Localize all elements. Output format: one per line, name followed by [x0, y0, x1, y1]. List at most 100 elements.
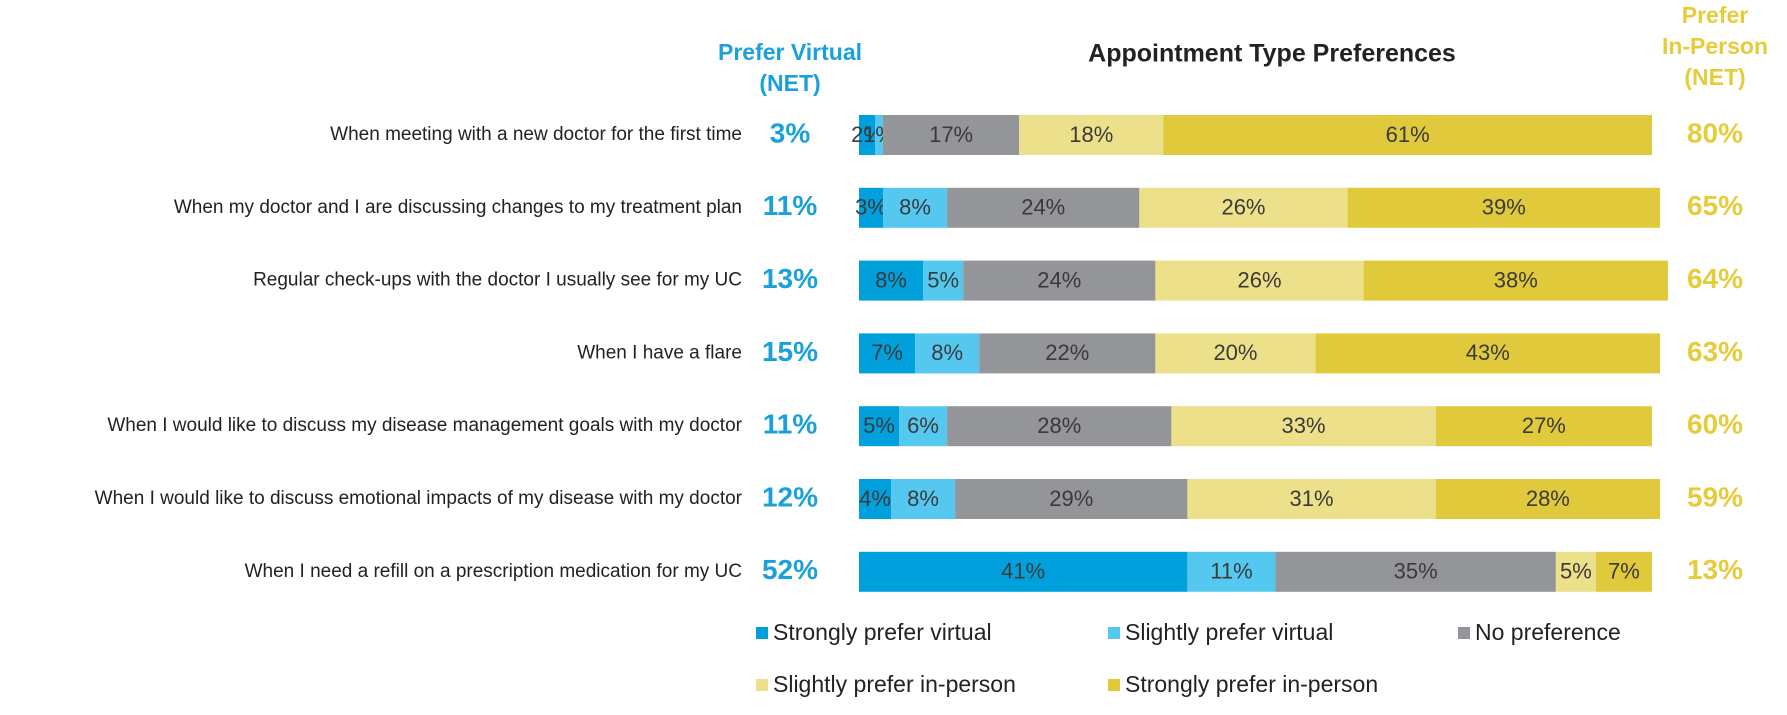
- category-label: When I have a flare: [577, 342, 742, 363]
- virtual-net-header: Prefer Virtual: [718, 39, 862, 65]
- segment-label: 8%: [875, 267, 907, 292]
- bar-segment: [1363, 260, 1669, 301]
- bar-segment: [1555, 551, 1596, 592]
- in-person-net-label: 63%: [1687, 336, 1743, 367]
- bar-segment: [859, 333, 916, 374]
- legend-swatch: [1108, 679, 1120, 691]
- legend-label: Strongly prefer virtual: [773, 619, 992, 645]
- category-label: Regular check-ups with the doctor I usua…: [253, 270, 742, 291]
- segment-label: 20%: [1213, 340, 1257, 365]
- bar-segment: [1435, 406, 1652, 447]
- bar-segment: [1019, 115, 1164, 155]
- bar-segment: [1315, 333, 1660, 374]
- bar-segment: [1275, 551, 1556, 592]
- in-person-net-label: 64%: [1687, 263, 1743, 294]
- segment-label: 18%: [1069, 122, 1113, 147]
- bar-segment: [979, 333, 1156, 374]
- segment-label: 28%: [1037, 413, 1081, 438]
- virtual-net-label: 13%: [762, 263, 818, 294]
- bar-segment: [859, 479, 892, 519]
- in-person-net-label: 65%: [1687, 190, 1743, 221]
- in-person-net-header: (NET): [1684, 64, 1745, 90]
- bar-segment: [1187, 479, 1436, 519]
- segment-label: 11%: [1210, 559, 1252, 584]
- legend-swatch: [756, 679, 768, 691]
- segment-label: 41%: [1001, 559, 1045, 584]
- segment-label: 17%: [929, 122, 973, 147]
- bar-segment: [947, 187, 1140, 228]
- bar-segment: [955, 479, 1188, 519]
- bar-segment: [1347, 187, 1660, 228]
- segment-label: 22%: [1045, 340, 1089, 365]
- segment-label: 8%: [899, 195, 931, 220]
- bar-segment: [899, 406, 948, 447]
- bar-segment: [1171, 406, 1436, 447]
- bar-segment: [1595, 551, 1652, 592]
- segment-label: 24%: [1021, 195, 1065, 220]
- virtual-net-label: 11%: [763, 190, 818, 221]
- segment-label: 5%: [927, 267, 959, 292]
- segment-label: 61%: [1386, 122, 1430, 147]
- segment-label: 5%: [863, 413, 895, 438]
- bar-segment: [1155, 260, 1364, 301]
- category-label: When I would like to discuss my disease …: [107, 415, 742, 436]
- bar-segment: [1163, 115, 1652, 155]
- segment-label: 38%: [1494, 267, 1538, 292]
- segment-label: 24%: [1037, 267, 1081, 292]
- in-person-net-header: In-Person: [1662, 33, 1768, 59]
- segment-label: 28%: [1526, 486, 1570, 511]
- segment-label: 5%: [1560, 559, 1592, 584]
- bar-segment: [883, 115, 1020, 155]
- segment-label: 7%: [1608, 559, 1640, 584]
- segment-label: 43%: [1466, 340, 1510, 365]
- virtual-net-label: 52%: [762, 554, 818, 585]
- virtual-net-header: (NET): [759, 70, 820, 96]
- in-person-net-label: 80%: [1687, 117, 1743, 148]
- virtual-net-label: 15%: [762, 336, 818, 367]
- category-label: When I would like to discuss emotional i…: [95, 488, 743, 509]
- bar-segment: [923, 260, 964, 301]
- bar-segment: [859, 260, 924, 301]
- segment-label: 35%: [1394, 559, 1438, 584]
- segment-label: 26%: [1237, 267, 1281, 292]
- legend-swatch: [756, 627, 768, 639]
- segment-label: 8%: [931, 340, 963, 365]
- category-label: When meeting with a new doctor for the f…: [330, 124, 742, 145]
- bar-segment: [859, 406, 900, 447]
- virtual-net-label: 12%: [762, 481, 818, 512]
- bar-segment: [915, 333, 980, 374]
- legend-label: Slightly prefer in-person: [773, 671, 1016, 697]
- segment-label: 39%: [1482, 195, 1526, 220]
- segment-label: 26%: [1221, 195, 1265, 220]
- bar-segment: [1187, 551, 1276, 592]
- segment-label: 7%: [871, 340, 903, 365]
- bar-segment: [963, 260, 1156, 301]
- category-label: When I need a refill on a prescription m…: [245, 561, 742, 582]
- bar-segment: [1435, 479, 1660, 519]
- bar-segment: [859, 551, 1188, 592]
- segment-label: 3%: [855, 195, 887, 220]
- bar-segment: [859, 115, 876, 155]
- bar-segment: [859, 187, 884, 228]
- in-person-net-header: Prefer: [1682, 2, 1749, 28]
- virtual-net-label: 11%: [763, 409, 818, 440]
- in-person-net-label: 13%: [1687, 554, 1743, 585]
- bar-segment: [883, 187, 948, 228]
- in-person-net-label: 60%: [1687, 409, 1743, 440]
- segment-label: 31%: [1290, 486, 1334, 511]
- bar-segment: [1139, 187, 1348, 228]
- bar-segment: [891, 479, 956, 519]
- segment-label: 29%: [1049, 486, 1093, 511]
- segment-label: 4%: [859, 486, 891, 511]
- segment-label: 6%: [907, 413, 939, 438]
- bar-segment: [947, 406, 1172, 447]
- segment-label: 8%: [907, 486, 939, 511]
- legend-label: Slightly prefer virtual: [1125, 619, 1333, 645]
- segment-label: 33%: [1282, 413, 1326, 438]
- legend-swatch: [1108, 627, 1120, 639]
- in-person-net-label: 59%: [1687, 481, 1743, 512]
- segment-label: 27%: [1522, 413, 1566, 438]
- legend-swatch: [1458, 627, 1470, 639]
- legend-label: Strongly prefer in-person: [1125, 671, 1378, 697]
